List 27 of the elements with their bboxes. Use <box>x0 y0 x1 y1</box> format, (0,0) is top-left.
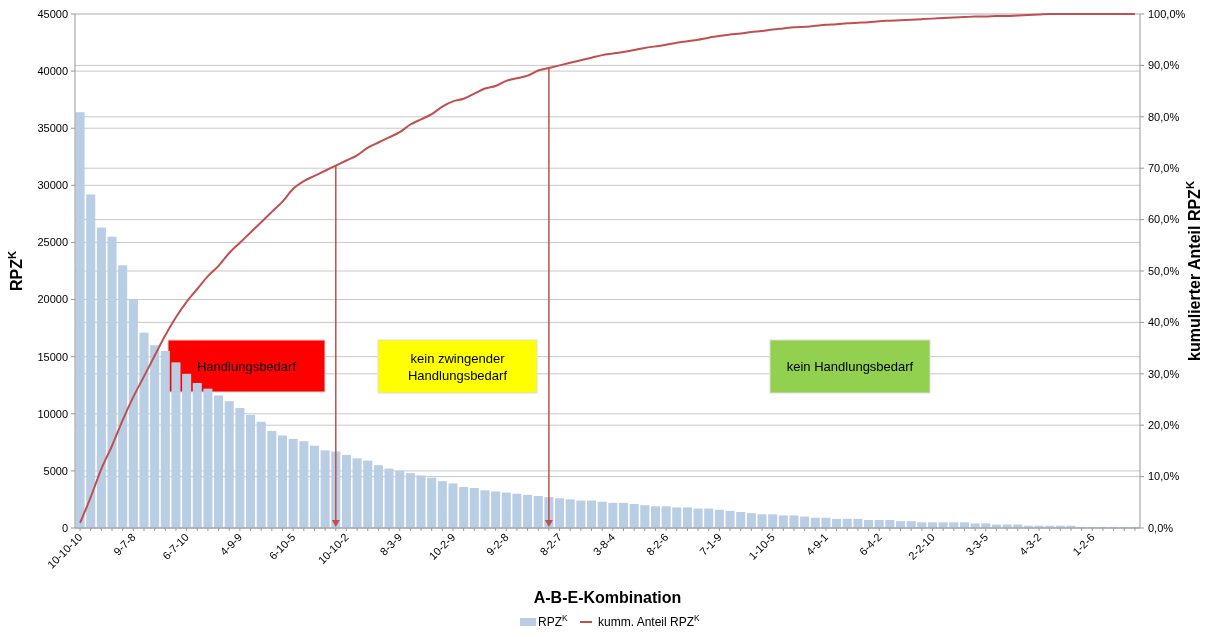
y-tick-label: 35000 <box>37 122 68 135</box>
y-tick-label: 45000 <box>37 7 68 20</box>
legend-label: kumm. Anteil RPZ$^{K}$ <box>598 613 701 630</box>
legend-label: RPZ$^{K}$ <box>538 613 568 630</box>
x-axis-title: A-B-E-Kombination <box>533 589 682 606</box>
y-tick-label: 0 <box>61 521 68 534</box>
y2-tick-label: 10,0% <box>1148 470 1180 483</box>
annotation: kein zwingender Handlungsbedarf <box>407 351 508 383</box>
y2-tick-label: 100,0% <box>1148 7 1186 20</box>
y2-tick-label: 70,0% <box>1148 162 1180 175</box>
y-tick-label: 25000 <box>37 236 68 249</box>
y2-tick-label: 60,0% <box>1148 213 1180 226</box>
y-tick-label: 30000 <box>37 179 68 192</box>
annotation: Handlungsbedarf <box>196 358 297 374</box>
y2-tick-label: 40,0% <box>1148 316 1180 329</box>
y-tick-label: 5000 <box>43 464 68 477</box>
y2-tick-label: 80,0% <box>1148 110 1180 123</box>
y2-tick-label: 20,0% <box>1148 419 1180 432</box>
y-tick-label: 10000 <box>37 407 68 420</box>
y2-tick-label: 30,0% <box>1148 367 1180 380</box>
y2-tick-label: 50,0% <box>1148 264 1180 277</box>
y2-tick-label: 0,0% <box>1148 521 1174 534</box>
y2-tick-label: 90,0% <box>1148 59 1180 72</box>
y-tick-label: 20000 <box>37 293 68 306</box>
y-tick-label: 40000 <box>37 64 68 77</box>
annotation: kein Handlungsbedarf <box>786 359 914 375</box>
y-tick-label: 15000 <box>37 350 68 363</box>
